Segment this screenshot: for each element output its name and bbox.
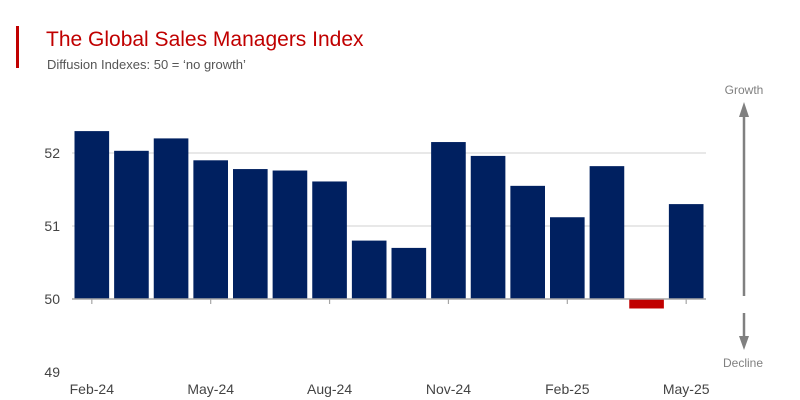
- bar-jul-24: [272, 170, 308, 299]
- decline-label: Decline: [723, 356, 763, 370]
- bar-sep-24: [351, 240, 387, 299]
- chart-title: The Global Sales Managers Index: [46, 28, 364, 51]
- y-tick-label: 50: [44, 291, 60, 307]
- chart-subtitle: Diffusion Indexes: 50 = ‘no growth’: [47, 57, 246, 72]
- bar-aug-24: [312, 181, 347, 299]
- bar-mar-24: [114, 150, 149, 299]
- x-tick-label: Nov-24: [426, 381, 471, 397]
- growth-decline-indicator: Growth Decline: [723, 83, 763, 370]
- up-arrow-icon: [739, 102, 749, 117]
- bar-jan-25: [510, 185, 545, 299]
- y-tick-label: 51: [44, 218, 60, 234]
- bar-apr-25: [629, 299, 664, 309]
- growth-label: Growth: [725, 83, 764, 97]
- y-tick-label: 52: [44, 145, 60, 161]
- x-tick-label: May-24: [187, 381, 234, 397]
- x-axis: Feb-24 May-24 Aug-24 Nov-24 Feb-25 May-25: [70, 298, 710, 397]
- bar-nov-24: [431, 142, 466, 299]
- bar-feb-24: [74, 131, 110, 299]
- title-accent-bar: [16, 26, 19, 68]
- y-tick-label: 49: [44, 364, 60, 380]
- bar-may-25: [668, 204, 704, 299]
- y-axis: 49 50 51 52: [44, 145, 60, 380]
- bar-feb-25: [550, 217, 585, 299]
- bar-apr-24: [153, 138, 189, 299]
- x-tick-label: Feb-25: [545, 381, 590, 397]
- bar-may-24: [193, 160, 228, 299]
- bar-mar-25: [589, 166, 625, 299]
- bar-oct-24: [391, 247, 427, 299]
- x-tick-label: Aug-24: [307, 381, 352, 397]
- x-tick-label: Feb-24: [70, 381, 115, 397]
- x-tick-label: May-25: [663, 381, 710, 397]
- bars: [74, 131, 704, 309]
- bar-jun-24: [233, 169, 268, 299]
- bar-dec-24: [470, 155, 506, 299]
- down-arrow-icon: [739, 336, 749, 350]
